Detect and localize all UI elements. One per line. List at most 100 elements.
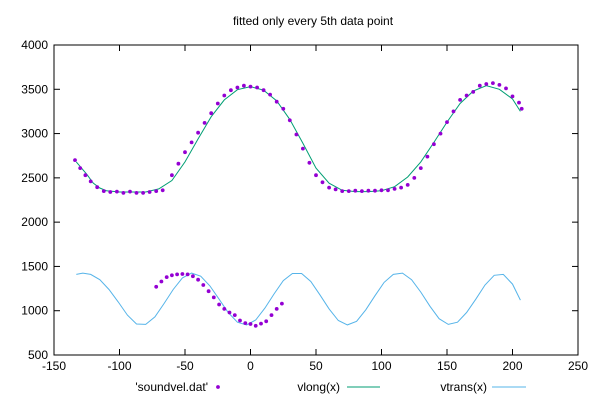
data-point — [196, 130, 201, 135]
data-point — [176, 161, 181, 166]
data-point — [255, 85, 259, 90]
data-point — [209, 111, 214, 116]
data-point — [373, 188, 377, 193]
data-point — [154, 284, 159, 289]
data-point — [327, 185, 331, 190]
data-point — [261, 88, 266, 93]
data-point — [307, 160, 312, 165]
legend: 'soundvel.dat' vlong(x) vtrans(x) — [135, 380, 526, 394]
x-tick-label: -100 — [107, 359, 131, 373]
legend-label: vtrans(x) — [440, 380, 487, 394]
data-point — [274, 99, 279, 104]
data-point — [253, 323, 258, 328]
data-point — [202, 121, 207, 125]
data-point — [451, 109, 456, 114]
data-point — [170, 173, 174, 178]
data-point — [497, 83, 502, 87]
y-tick-label: 500 — [28, 348, 48, 362]
y-tick-label: 2000 — [21, 215, 48, 229]
data-point — [217, 302, 222, 307]
data-point — [360, 189, 364, 194]
y-tick-label: 3000 — [21, 127, 48, 141]
data-point — [191, 274, 195, 279]
x-tick-label: 200 — [502, 359, 522, 373]
x-tick-label: 0 — [247, 359, 254, 373]
data-point — [238, 318, 242, 323]
data-point — [134, 191, 139, 195]
data-point — [248, 322, 253, 326]
data-point — [399, 185, 403, 190]
data-point — [504, 86, 508, 91]
data-point — [438, 131, 443, 136]
x-tick-label: 100 — [371, 359, 391, 373]
x-tick-label: -50 — [176, 359, 194, 373]
data-point — [201, 283, 206, 287]
data-point — [464, 93, 469, 98]
x-tick-label: -150 — [42, 359, 66, 373]
data-point — [264, 319, 269, 324]
y-tick-label: 2500 — [21, 171, 48, 185]
data-point — [425, 154, 430, 159]
data-point — [418, 166, 423, 171]
data-point — [281, 106, 286, 111]
data-point — [248, 84, 253, 89]
data-point — [517, 100, 521, 105]
data-point — [432, 142, 436, 147]
chart-title: fitted only every 5th data point — [233, 14, 394, 28]
data-point — [519, 106, 524, 111]
data-point — [392, 187, 397, 191]
data-point — [222, 93, 227, 98]
data-point — [314, 173, 318, 178]
data-point — [211, 295, 216, 300]
series-points — [73, 81, 524, 328]
data-point — [259, 321, 263, 326]
x-tick-label: 150 — [437, 359, 457, 373]
data-point — [445, 120, 449, 124]
data-point — [235, 85, 240, 90]
data-point — [471, 90, 476, 94]
data-point — [108, 190, 113, 194]
data-point — [491, 81, 495, 85]
data-point — [353, 188, 358, 193]
data-point — [185, 272, 190, 277]
data-point — [477, 83, 482, 88]
data-point — [243, 321, 248, 325]
data-point — [101, 189, 106, 194]
data-point — [170, 273, 174, 278]
data-point — [222, 307, 227, 311]
data-point — [268, 92, 272, 97]
axis-ticks: -150 -100 -50 0 50 100 150 200 250 500 1000 1500 200… — [21, 38, 588, 373]
data-point — [159, 279, 164, 284]
data-point — [95, 185, 100, 190]
x-tick-label: 50 — [309, 359, 323, 373]
data-point — [154, 189, 159, 194]
data-point — [115, 189, 119, 194]
data-point — [386, 188, 390, 193]
data-point — [366, 188, 371, 193]
data-point — [175, 272, 180, 277]
data-point — [83, 173, 88, 178]
data-point — [510, 94, 515, 99]
series-line-3 — [76, 272, 521, 326]
plot-frame — [53, 44, 579, 356]
data-point — [189, 140, 194, 145]
data-point — [147, 190, 152, 194]
y-tick-label: 1500 — [21, 259, 48, 273]
data-point — [180, 272, 185, 276]
data-point — [340, 189, 345, 194]
x-tick-label: 250 — [568, 359, 588, 373]
data-point — [88, 179, 93, 184]
data-point — [458, 98, 462, 102]
data-point — [141, 191, 146, 195]
data-point — [229, 88, 233, 93]
data-point — [287, 118, 292, 123]
data-point — [405, 183, 410, 187]
legend-label: vlong(x) — [297, 380, 340, 394]
data-point — [232, 313, 237, 317]
data-point — [346, 189, 351, 194]
data-point — [269, 313, 274, 317]
data-point — [121, 191, 126, 195]
legend-label: 'soundvel.dat' — [135, 380, 208, 394]
data-point — [280, 301, 284, 306]
